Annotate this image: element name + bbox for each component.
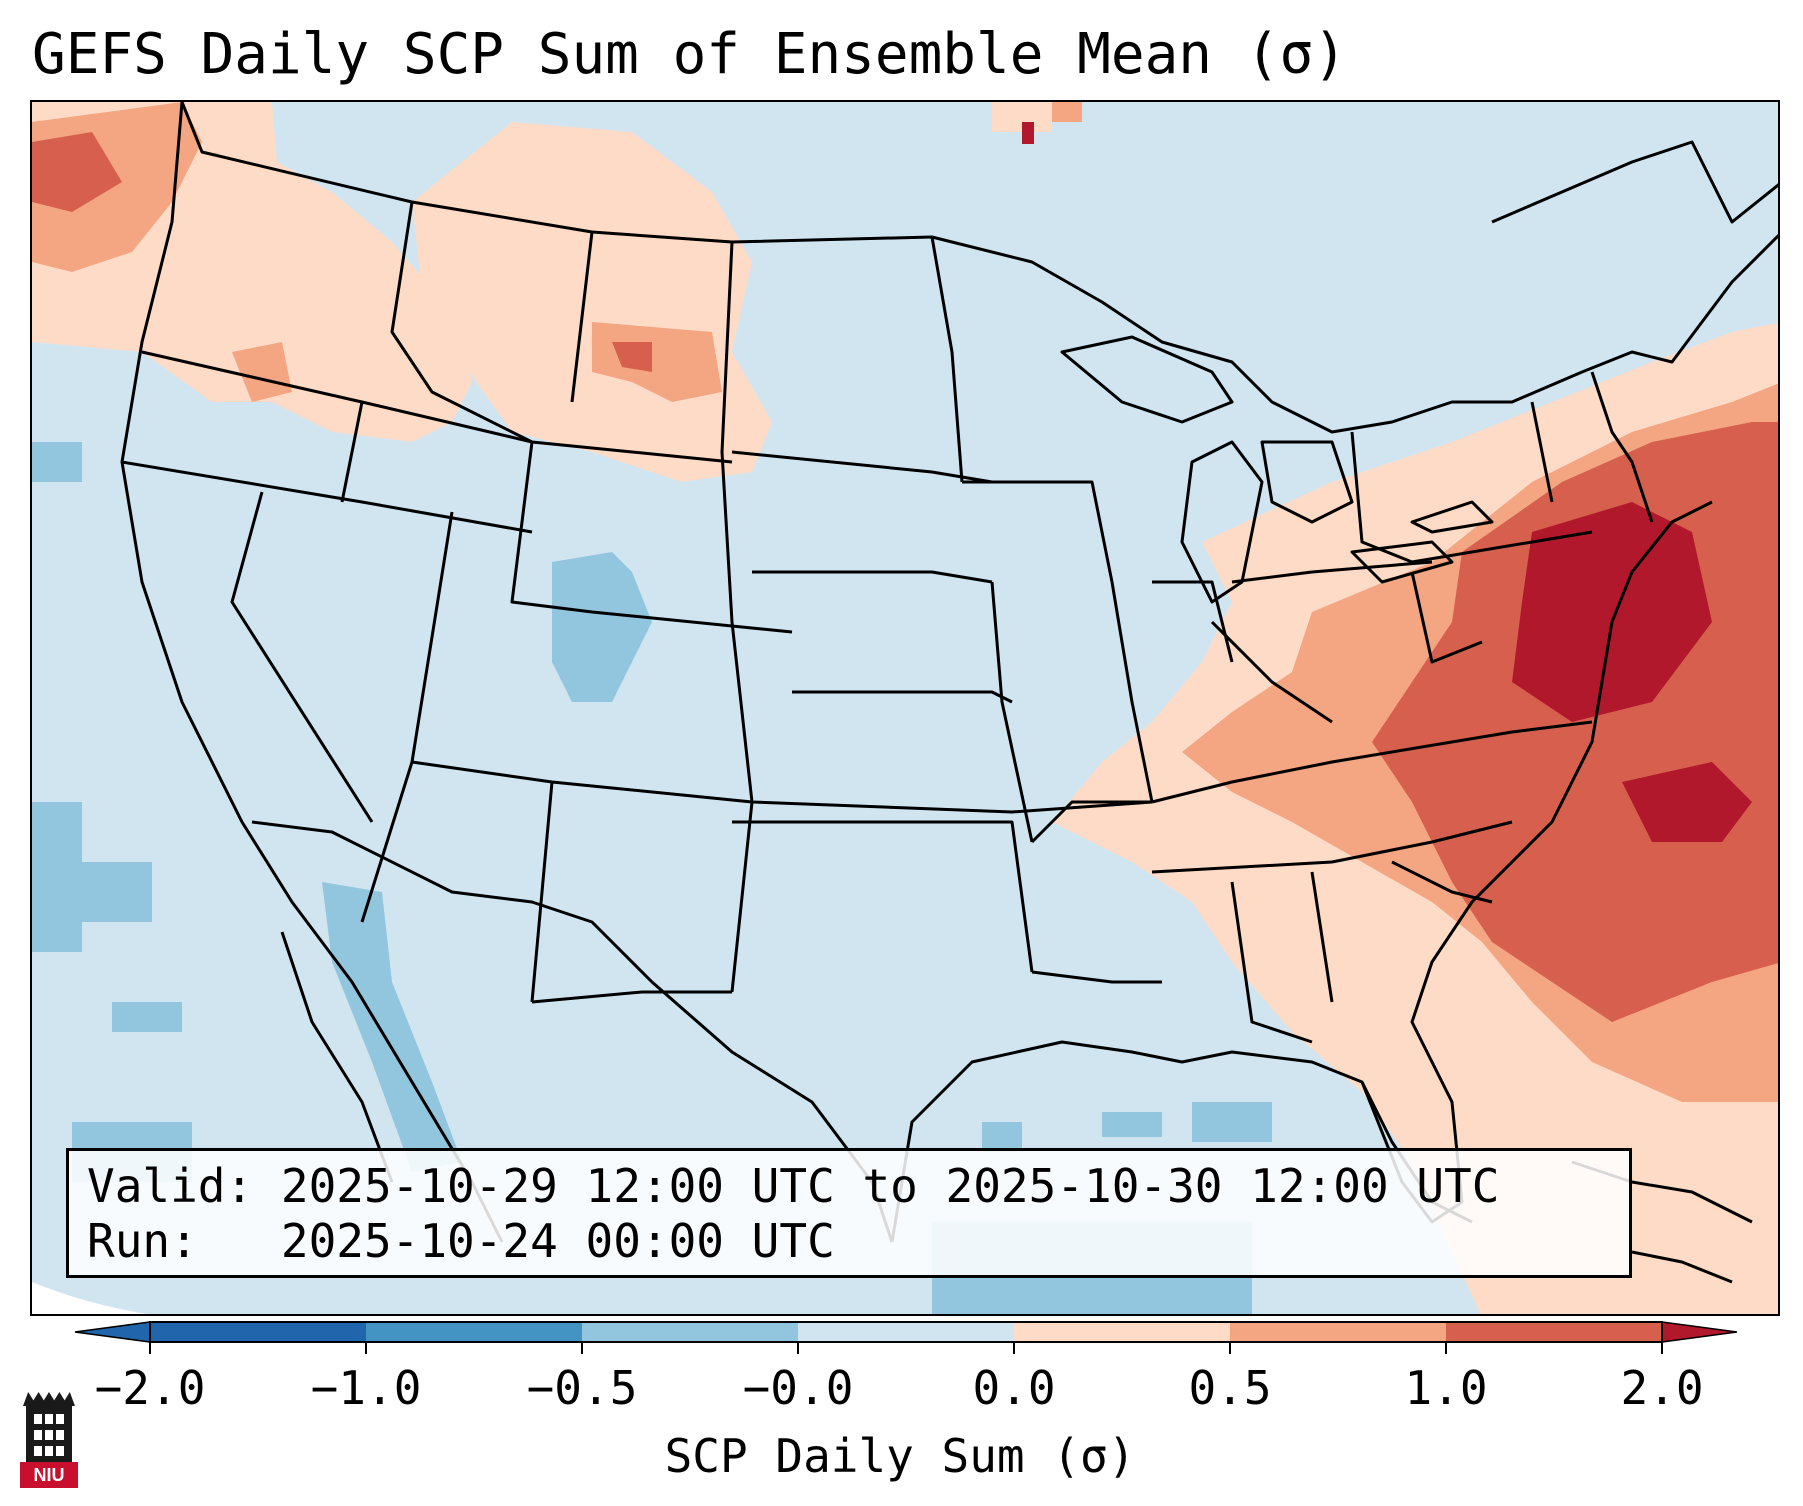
colorbar-ticks (149, 1342, 1663, 1354)
colorbar-bin (1230, 1322, 1446, 1342)
colorbar-tick-label: 2.0 (1620, 1361, 1704, 1415)
anomaly-northern-rockies (412, 122, 772, 482)
map-canvas (32, 102, 1778, 1314)
logo-text: NIU (20, 1462, 78, 1488)
colorbar-tick-label: −1.0 (310, 1361, 422, 1415)
run-label: Run: (87, 1214, 198, 1268)
colorbar-tick-label: 0.0 (972, 1361, 1056, 1415)
colorbar-bin (366, 1322, 582, 1342)
anomaly-baja-negative (322, 882, 462, 1172)
colorbar-bin (1446, 1322, 1662, 1342)
niu-logo: NIU (20, 1392, 78, 1488)
colorbar-bin (582, 1322, 798, 1342)
logo-tower-icon (26, 1402, 72, 1464)
anomaly-pacific-northwest (32, 102, 472, 442)
map-panel (30, 100, 1780, 1316)
colorbar-label: SCP Daily Sum (σ) (664, 1429, 1136, 1483)
map-title: GEFS Daily SCP Sum of Ensemble Mean (σ) (32, 22, 1347, 87)
colorbar-extend-low (74, 1321, 151, 1343)
colorbar (74, 1321, 1738, 1354)
anomaly-east-coast (1052, 322, 1778, 1314)
colorbar-tick-label: −0.0 (742, 1361, 854, 1415)
colorbar-outline (149, 1321, 1663, 1343)
projection-edge (32, 1282, 147, 1314)
valid-datetime: 2025-10-29 12:00 UTC to 2025-10-30 12:00… (280, 1159, 1500, 1213)
colorbar-tick-label: 0.5 (1188, 1361, 1272, 1415)
colorbar-bin (150, 1322, 366, 1342)
anomaly-canada-spots (992, 102, 1082, 144)
run-datetime: 2025-10-24 00:00 UTC (280, 1214, 835, 1268)
colorbar-bin (1014, 1322, 1230, 1342)
colorbar-extend-high (1661, 1321, 1738, 1343)
colorbar-tick-label: −2.0 (94, 1361, 206, 1415)
boundaries (120, 102, 1778, 1284)
colorbar-tick-label: −0.5 (526, 1361, 638, 1415)
anomaly-colorado-negative (552, 552, 652, 702)
colorbar-bin (798, 1322, 1014, 1342)
colorbar-tick-label: 1.0 (1404, 1361, 1488, 1415)
valid-label: Valid: (87, 1159, 254, 1213)
valid-run-info-box: Valid: 2025-10-29 12:00 UTC to 2025-10-3… (66, 1148, 1632, 1278)
